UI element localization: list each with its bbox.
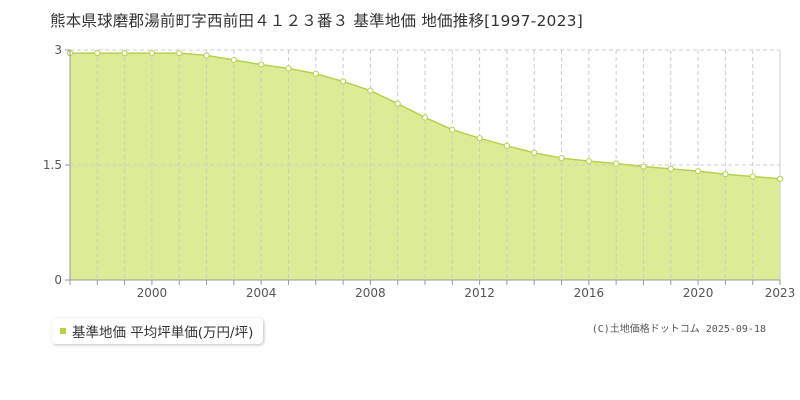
- data-point: [585, 158, 592, 165]
- data-point: [176, 49, 183, 57]
- y-tick-label: 0: [54, 273, 62, 287]
- data-point: [421, 114, 429, 121]
- x-tick-label: 2008: [355, 286, 386, 300]
- x-tick-label: 2016: [574, 286, 605, 300]
- data-point: [613, 160, 620, 167]
- chart-title: 熊本県球磨郡湯前町字西前田４１２３番３ 基準地価 地価推移[1997-2023]: [50, 12, 583, 30]
- legend-marker-icon: [60, 328, 66, 334]
- data-point: [749, 173, 756, 180]
- data-point: [203, 52, 210, 59]
- x-tick-label: 2020: [683, 286, 714, 300]
- data-point: [776, 175, 784, 182]
- data-point: [94, 49, 101, 57]
- data-point: [531, 149, 538, 156]
- data-point: [722, 171, 729, 178]
- data-point: [339, 78, 347, 85]
- data-point: [640, 163, 647, 170]
- data-point: [121, 49, 128, 57]
- x-tick-label: 2004: [246, 286, 277, 300]
- x-tick-label: 2012: [464, 286, 495, 300]
- data-point: [449, 126, 456, 133]
- x-tick-label: 2023: [765, 286, 796, 300]
- legend-label: 基準地価 平均坪単価(万円/坪): [72, 325, 254, 341]
- data-point: [312, 70, 319, 77]
- data-point: [667, 165, 674, 172]
- data-point: [285, 65, 292, 72]
- data-point: [148, 49, 156, 57]
- data-point: [476, 135, 483, 142]
- data-point: [558, 155, 565, 162]
- data-point: [230, 56, 237, 64]
- y-tick-label: 1.5: [43, 158, 62, 172]
- data-point: [694, 168, 702, 175]
- data-point: [503, 142, 511, 149]
- data-point: [367, 87, 374, 94]
- legend: 基準地価 平均坪単価(万円/坪): [52, 318, 264, 344]
- copyright: (C)土地価格ドットコム 2025-09-18: [591, 324, 766, 335]
- y-tick-label: 3: [54, 43, 62, 57]
- series-area: [70, 53, 780, 280]
- data-point: [258, 61, 265, 68]
- data-point: [394, 100, 401, 107]
- x-tick-label: 2000: [137, 286, 168, 300]
